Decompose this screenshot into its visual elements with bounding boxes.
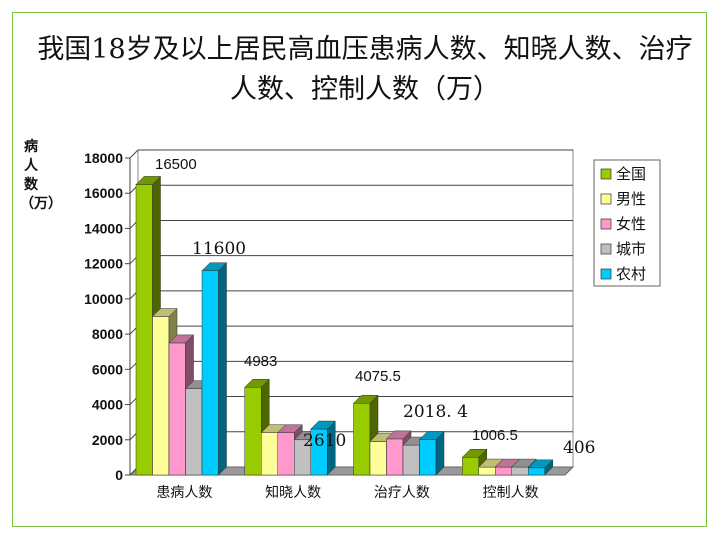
bar-全国: [244, 386, 262, 476]
bar-城市: [511, 466, 529, 476]
legend-swatch-农村: [600, 268, 612, 280]
bar-side: [544, 459, 553, 476]
bar-女性: [386, 438, 404, 476]
legend-swatch-女性: [600, 218, 612, 230]
bar-side: [218, 262, 227, 476]
bar-农村: [528, 467, 545, 476]
y-tick-label: 10000: [84, 291, 123, 307]
y-tick-label: 18000: [84, 150, 123, 166]
data-label: 2018. 4: [403, 402, 468, 422]
data-label: 2610: [303, 431, 346, 451]
bar-全国: [353, 402, 371, 476]
legend-label: 女性: [616, 215, 646, 233]
bar-全国: [135, 184, 153, 476]
x-tick-label: 患病人数: [156, 485, 212, 501]
bar-side: [327, 420, 336, 476]
bar-农村: [201, 270, 219, 476]
data-label: 11600: [192, 239, 246, 259]
bar-男性: [152, 316, 170, 476]
y-tick-label: 12000: [84, 256, 123, 272]
bar-女性: [277, 432, 295, 476]
bar-城市: [402, 444, 420, 476]
legend-label: 农村: [616, 265, 646, 283]
legend-label: 男性: [616, 190, 646, 208]
x-tick-label: 治疗人数: [374, 485, 430, 501]
x-tick-label: 知晓人数: [265, 484, 321, 501]
bar-男性: [261, 432, 278, 476]
legend-label: 全国: [616, 165, 646, 183]
y-tick-label: 4000: [92, 397, 123, 413]
bar-城市: [185, 388, 203, 476]
y-tick-label: 16000: [84, 185, 123, 201]
legend-swatch-全国: [600, 168, 612, 180]
legend-swatch-男性: [600, 193, 612, 205]
slide-frame: [12, 12, 707, 527]
x-tick-label: 控制人数: [483, 485, 539, 501]
gridline-depth: [129, 149, 139, 159]
bar-男性: [478, 466, 496, 476]
data-label: 4983: [244, 353, 277, 370]
data-label: 16500: [155, 156, 197, 173]
chart-title: 我国18岁及以上居民高血压患病人数、知晓人数、治疗人数、控制人数（万）: [37, 34, 693, 105]
y-tick-label: 8000: [92, 326, 123, 342]
legend-swatch-城市: [600, 243, 612, 255]
bar-女性: [168, 342, 186, 476]
bar-side: [435, 430, 445, 476]
y-tick-label: 14000: [84, 220, 123, 236]
y-tick-label: 0: [115, 467, 123, 483]
y-tick-label: 2000: [92, 432, 123, 448]
bar-女性: [495, 466, 512, 476]
bar-农村: [419, 439, 437, 476]
data-label: 4075.5: [355, 368, 401, 385]
legend-label: 城市: [616, 240, 646, 258]
data-label: 406: [563, 438, 595, 458]
y-tick-label: 6000: [92, 361, 123, 377]
bar-男性: [369, 441, 387, 476]
data-label: 1006.5: [472, 427, 518, 444]
bar-全国: [462, 457, 479, 476]
